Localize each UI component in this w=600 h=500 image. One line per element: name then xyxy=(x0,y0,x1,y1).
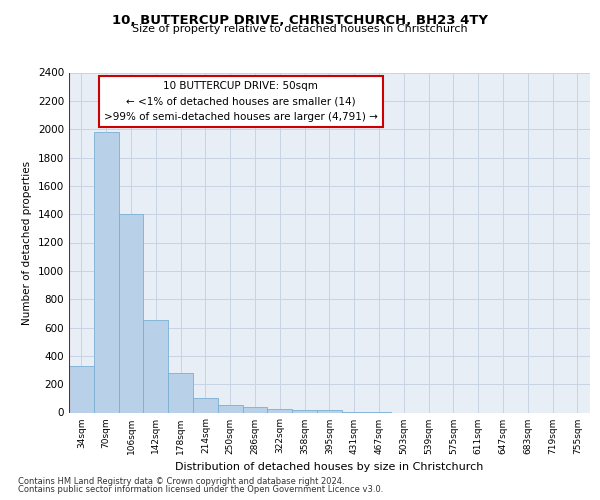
Bar xyxy=(119,214,143,412)
X-axis label: Distribution of detached houses by size in Christchurch: Distribution of detached houses by size … xyxy=(175,462,484,472)
Text: 10 BUTTERCUP DRIVE: 50sqm
← <1% of detached houses are smaller (14)
>99% of semi: 10 BUTTERCUP DRIVE: 50sqm ← <1% of detac… xyxy=(104,81,378,122)
Text: Size of property relative to detached houses in Christchurch: Size of property relative to detached ho… xyxy=(132,24,468,34)
Text: Contains HM Land Registry data © Crown copyright and database right 2024.: Contains HM Land Registry data © Crown c… xyxy=(18,477,344,486)
Bar xyxy=(292,410,317,412)
Bar xyxy=(268,409,292,412)
Text: Contains public sector information licensed under the Open Government Licence v3: Contains public sector information licen… xyxy=(18,485,383,494)
Text: 10, BUTTERCUP DRIVE, CHRISTCHURCH, BH23 4TY: 10, BUTTERCUP DRIVE, CHRISTCHURCH, BH23 … xyxy=(112,14,488,27)
Y-axis label: Number of detached properties: Number of detached properties xyxy=(22,160,32,324)
Bar xyxy=(242,407,268,412)
Bar xyxy=(317,410,342,412)
Bar xyxy=(143,320,168,412)
Bar xyxy=(168,373,193,412)
Bar xyxy=(193,398,218,412)
Bar xyxy=(218,406,242,412)
Bar xyxy=(94,132,119,412)
Bar xyxy=(69,366,94,412)
